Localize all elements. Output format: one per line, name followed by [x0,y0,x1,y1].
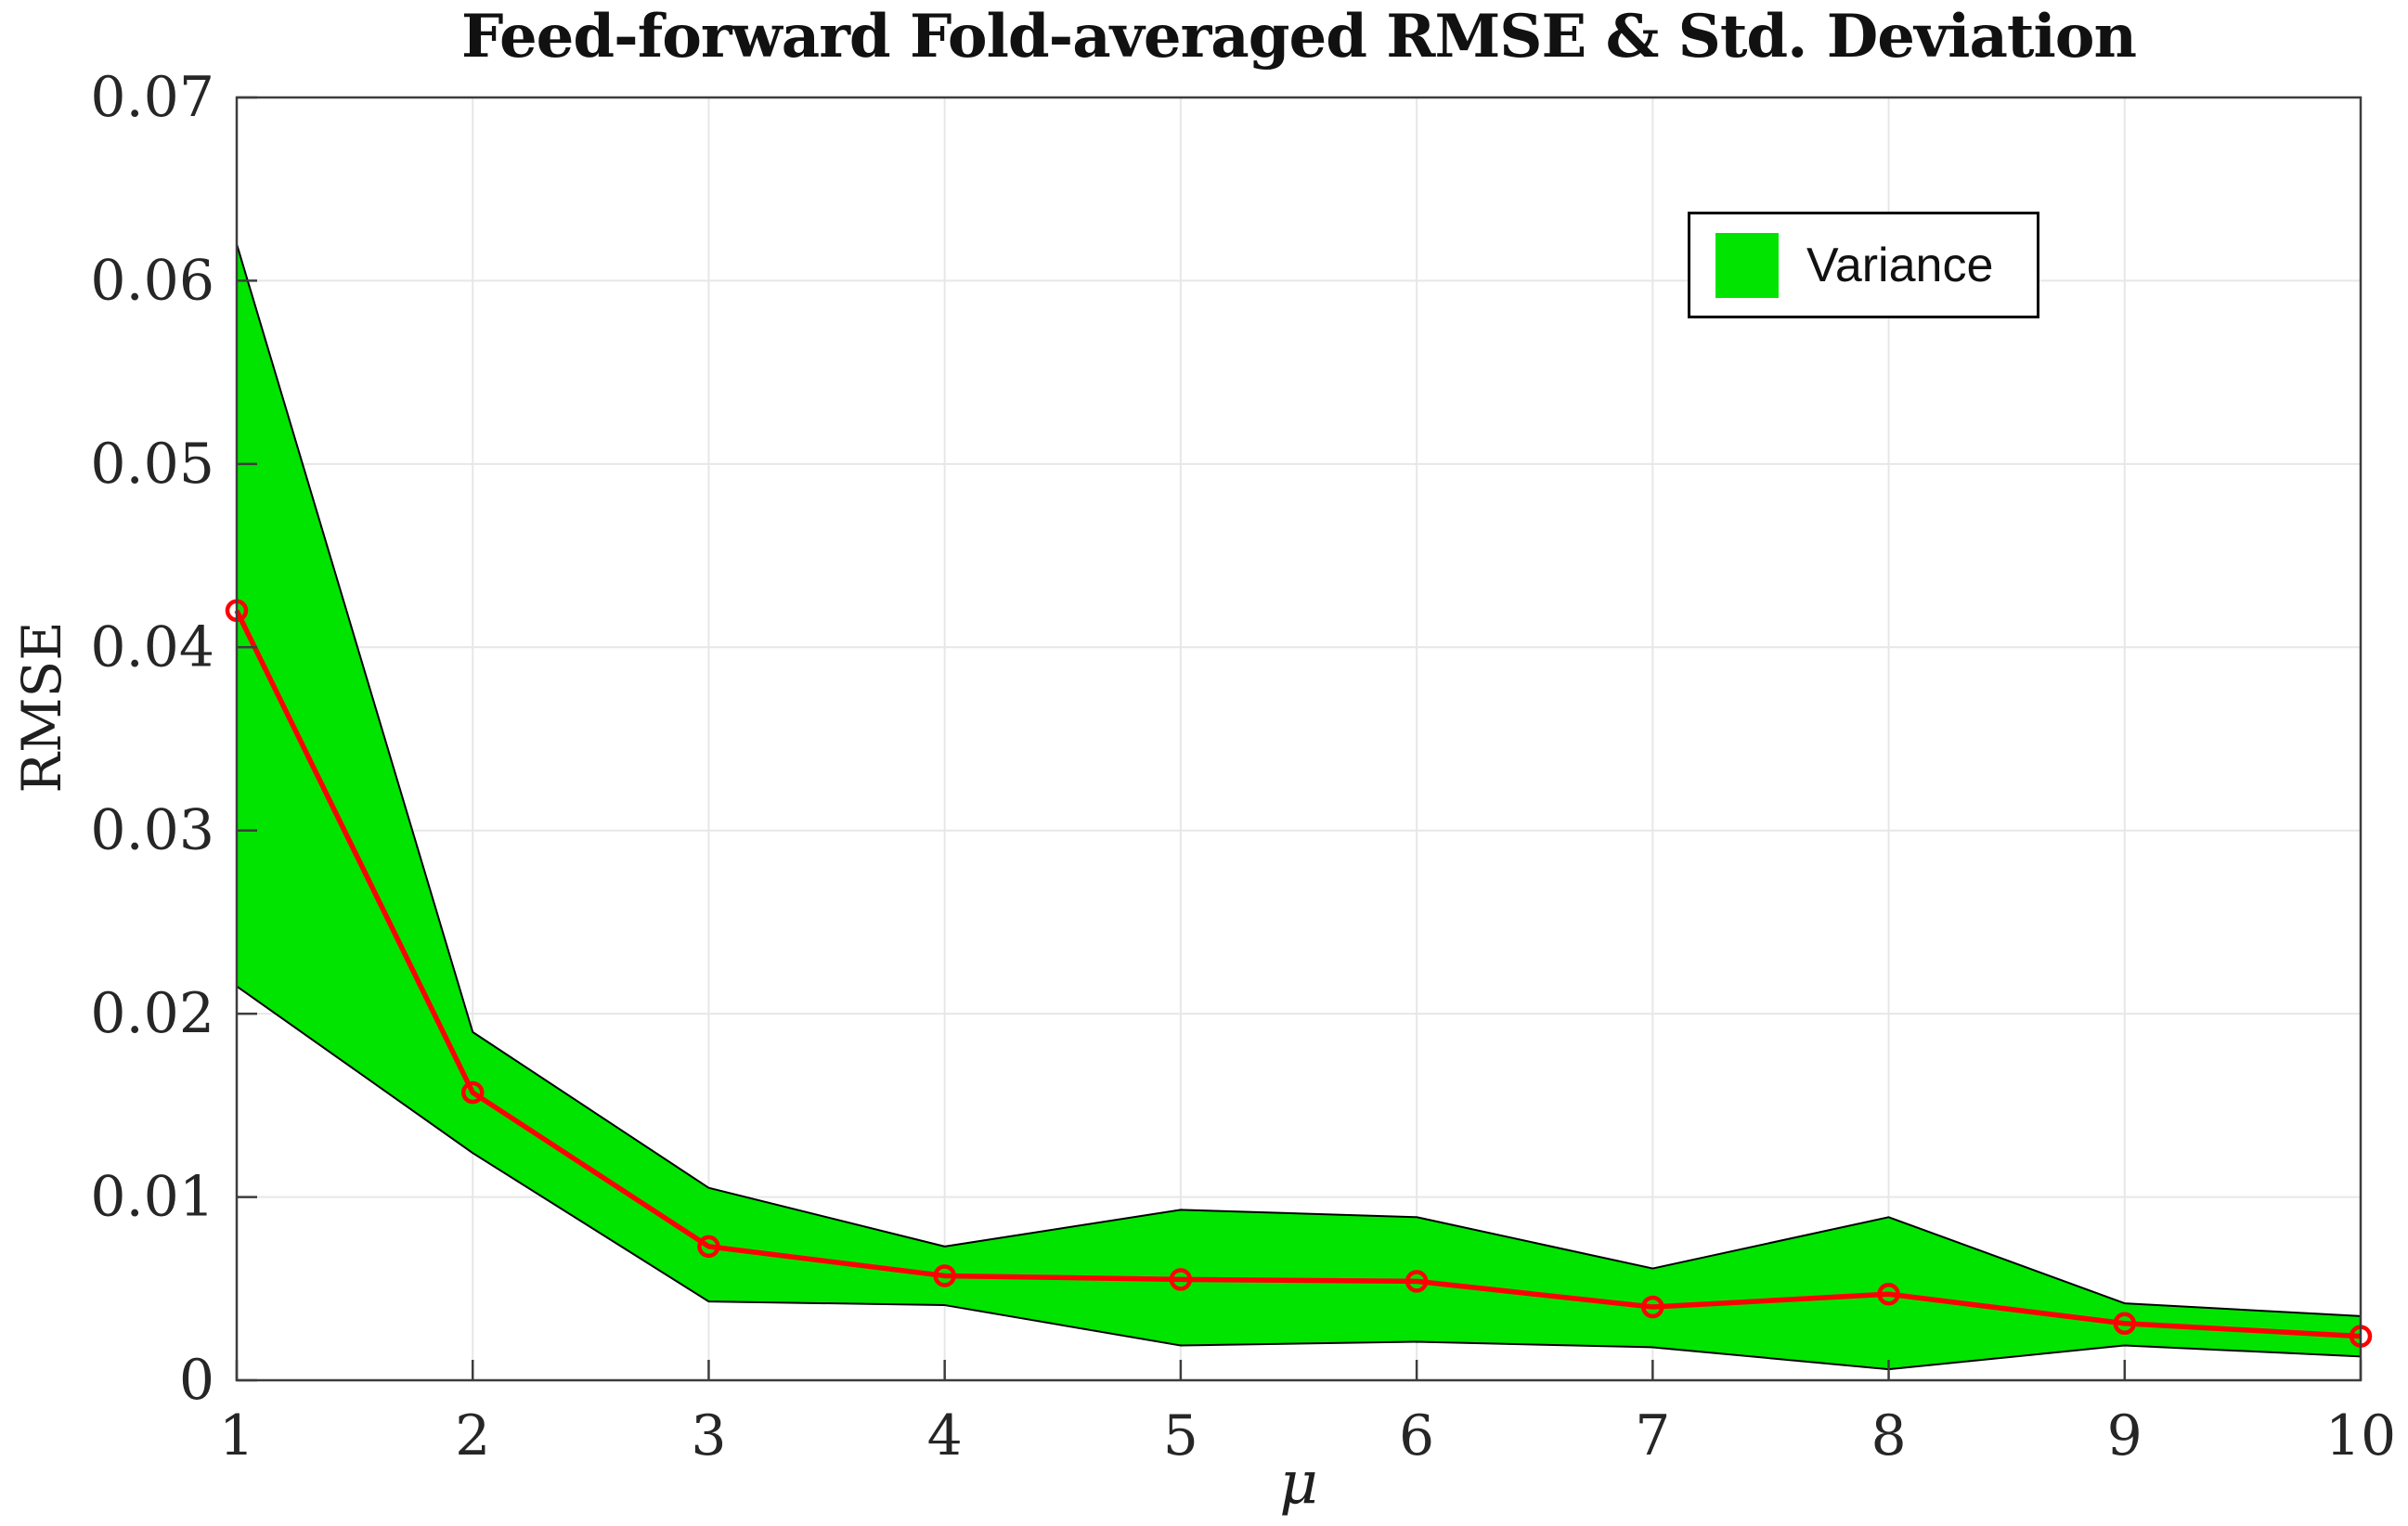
data-point-marker [2113,1312,2137,1336]
y-tick-label: 0.04 [90,614,214,679]
data-point-marker [1641,1295,1664,1319]
x-tick-label: 4 [927,1403,963,1468]
data-point-marker [933,1264,956,1287]
x-tick-label: 7 [1635,1403,1670,1468]
data-point-marker [1169,1268,1193,1291]
x-tick-label: 9 [2107,1403,2143,1468]
x-tick-label: 1 [219,1403,254,1468]
mean-rmse-line [234,609,2362,1339]
data-point-marker [460,1080,485,1105]
data-point-marker [697,1235,720,1259]
axis-box [235,96,2363,1382]
legend-item-label: Variance [1806,238,1994,292]
y-tick-label: 0.06 [90,248,214,313]
y-axis-title: RMSE [10,621,73,794]
y-tick-label: 0.01 [90,1165,214,1230]
chart-title: Feed-forward Fold-averaged RMSE & Std. D… [461,2,2137,71]
x-tick-label: 6 [1399,1403,1434,1468]
x-tick-label: 2 [455,1403,490,1468]
y-tick-label: 0.03 [90,798,214,863]
x-axis-title: μ [1279,1449,1318,1518]
legend-variance-swatch-icon [1715,232,1779,298]
y-tick-label: 0.02 [90,981,214,1046]
x-tick-label: 3 [691,1403,726,1468]
data-point-marker [1405,1270,1429,1293]
y-tick-label: 0.05 [90,432,214,497]
x-tick-label: 10 [2325,1403,2396,1468]
legend: Variance [1688,212,2039,318]
y-tick-label: 0 [179,1348,214,1413]
data-point-marker [1877,1282,1900,1306]
y-tick-label: 0.07 [90,65,214,130]
x-tick-label: 5 [1163,1403,1198,1468]
x-tick-label: 8 [1871,1403,1906,1468]
